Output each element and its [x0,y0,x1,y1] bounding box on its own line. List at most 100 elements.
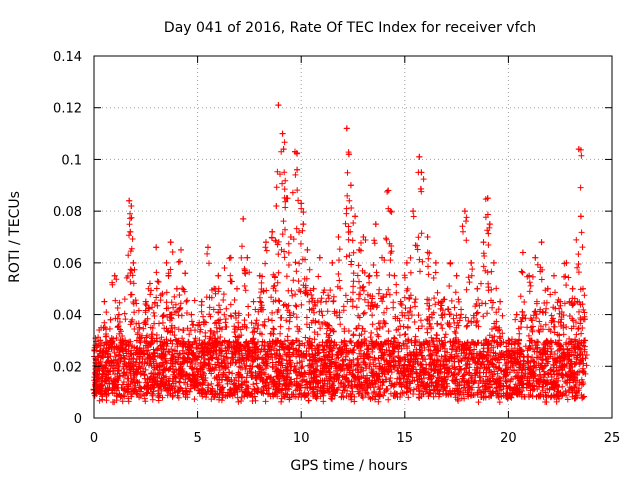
data-point [127,228,134,235]
plot-frame [93,55,613,419]
y-tick-label: 0.02 [53,360,82,375]
data-point [403,259,410,266]
data-point [343,125,350,132]
data-point [329,259,336,266]
data-point [215,272,222,279]
x-tick-label: 10 [293,431,310,446]
data-point [474,285,481,292]
data-point [273,202,280,209]
x-tick-label: 25 [604,431,621,446]
data-point [316,254,323,261]
data-point [294,166,301,173]
data-point [298,200,305,207]
data-point [182,270,189,277]
data-point [391,272,398,279]
data-point [569,285,576,292]
data-point [256,272,263,279]
data-point [211,285,218,292]
data-point [557,298,564,305]
data-point [146,280,153,287]
data-point [418,169,425,176]
data-point [221,265,228,272]
data-point [372,221,379,228]
data-point [287,234,294,240]
data-point [198,298,205,305]
data-point [142,298,149,305]
data-point [111,272,118,279]
data-point [544,285,551,292]
data-point [280,146,287,153]
data-point [188,311,195,318]
y-tick-label: 0.08 [53,205,82,220]
data-point [360,234,367,240]
data-point [250,298,257,305]
x-tick-label: 20 [500,431,517,446]
y-tick-label: 0.04 [53,309,82,324]
data-point [227,254,234,261]
data-point [505,337,512,344]
data-point [385,187,392,194]
data-point [233,285,240,292]
data-point [178,246,185,253]
data-point [538,239,545,246]
data-point [122,337,129,344]
data-point [279,130,286,137]
data-point [244,254,251,261]
x-axis-label: GPS time / hours [290,458,407,474]
data-point [577,213,584,220]
data-point [424,234,431,240]
data-point [173,285,180,292]
data-point [130,259,137,266]
grid-lines [94,56,612,418]
data-point [115,311,122,318]
data-point [356,246,363,253]
x-tick-label: 5 [193,431,201,446]
data-point [136,324,143,331]
data-point [513,311,520,318]
data-point [153,244,160,251]
data-point [563,259,570,266]
data-point [97,337,104,344]
data-point [461,208,468,215]
data-point [416,153,423,160]
data-point [128,202,135,209]
data-point [262,239,269,246]
y-tick-label: 0.12 [53,102,82,117]
data-point [347,182,354,189]
data-point [447,259,454,266]
data-point [519,249,526,256]
y-tick-label: 0 [74,412,82,427]
data-point [107,316,114,323]
roti-markers [90,102,590,406]
x-tick-label: 0 [90,431,98,446]
data-point [468,259,475,266]
x-tick-labels: 0 5 10 15 20 25 [90,431,620,446]
data-point [550,272,557,279]
data-point [410,208,417,215]
data-point [486,221,493,228]
data-point [490,259,497,266]
y-tick-label: 0.1 [61,153,82,168]
data-point [159,290,166,297]
data-point [366,272,373,279]
data-point [275,102,282,109]
data-point [269,228,276,235]
data-point [582,337,589,344]
y-tick-label: 0.06 [53,257,82,272]
data-point [283,195,290,202]
data-point [397,298,404,305]
data-point [532,254,539,261]
data-point [167,239,174,246]
data-point [453,272,460,279]
data-point [497,298,504,305]
data-points [90,102,590,406]
data-point [484,195,491,202]
data-point [101,298,108,305]
data-point [480,239,487,246]
data-point [291,148,298,155]
data-point [240,215,247,222]
data-point [379,254,386,261]
y-tick-label: 0.14 [53,50,82,65]
data-point [345,151,352,158]
